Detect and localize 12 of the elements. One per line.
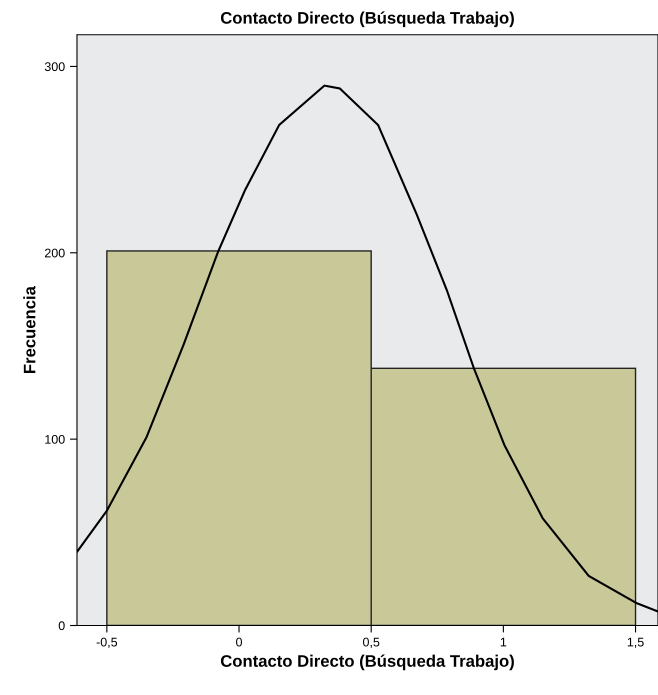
x-tick-label: 1,5 (628, 638, 644, 648)
x-tick-label: -0,5 (96, 638, 118, 648)
y-tick-label: 0 (58, 621, 65, 630)
y-tick-label: 200 (44, 248, 65, 258)
y-axis-title: Frecuencia (23, 286, 36, 374)
x-tick-label: 0,5 (362, 638, 380, 648)
x-tick-label: 0 (236, 638, 242, 646)
y-tick-label: 300 (44, 62, 65, 72)
x-axis-title: Contacto Directo (Búsqueda Trabajo) (220, 654, 514, 670)
x-tick-label: 1 (500, 638, 506, 646)
chart-title: Contacto Directo (Búsqueda Trabajo) (220, 11, 514, 28)
y-tick-label: 100 (45, 434, 65, 444)
